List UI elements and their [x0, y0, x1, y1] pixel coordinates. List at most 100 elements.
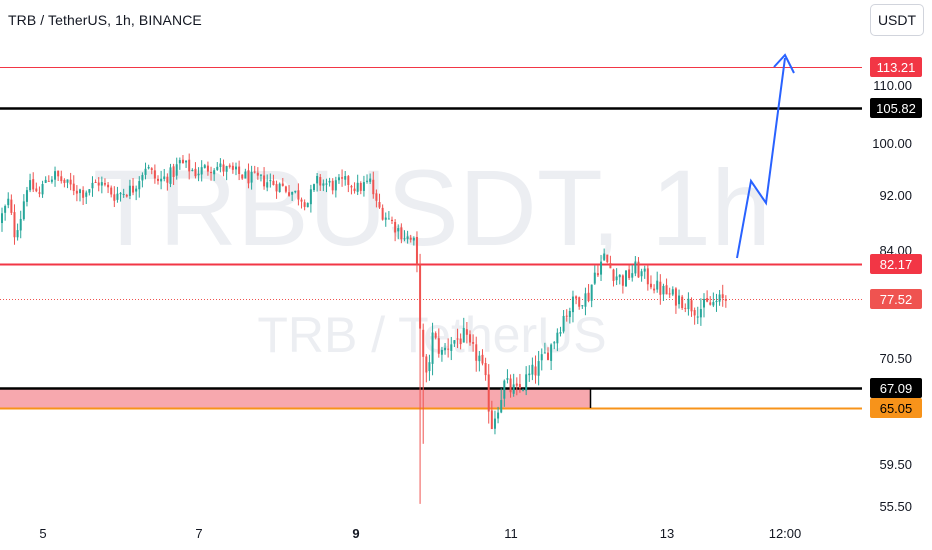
candle-body — [721, 294, 724, 299]
candle-body — [537, 361, 540, 376]
candle-body — [718, 294, 721, 302]
candle-body — [213, 170, 216, 175]
candle-body — [659, 281, 662, 295]
candle-body — [309, 189, 312, 205]
candle-body — [125, 194, 128, 197]
candle-body — [19, 218, 22, 231]
candle-body — [678, 295, 681, 305]
candle-body — [300, 199, 303, 202]
candle-body — [284, 186, 287, 192]
candle-body — [322, 183, 325, 186]
candle-body — [606, 254, 609, 263]
y-tick-label: 110.00 — [873, 78, 912, 93]
candle-body — [372, 179, 375, 195]
candle-body — [662, 285, 665, 295]
candle-body — [478, 355, 481, 362]
candle-body — [684, 307, 687, 309]
candle-body — [656, 280, 659, 290]
candle-body — [425, 356, 428, 373]
candle-body — [497, 412, 500, 419]
candle-body — [66, 179, 69, 183]
y-tick-label: 59.50 — [879, 457, 912, 472]
x-tick-label: 12:00 — [769, 526, 802, 541]
candle-body — [7, 198, 10, 206]
candle-body — [525, 374, 528, 391]
candle-body — [378, 202, 381, 208]
candle-body — [116, 193, 119, 200]
candle-body — [631, 273, 634, 278]
candle-body — [412, 237, 415, 241]
price-label: 82.17 — [880, 257, 913, 272]
candle-body — [60, 176, 63, 182]
price-label: 105.82 — [876, 101, 916, 116]
price-label: 67.09 — [880, 381, 913, 396]
candle-body — [559, 332, 562, 334]
x-tick-label: 13 — [660, 526, 674, 541]
candle-body — [94, 181, 97, 183]
candle-body — [13, 212, 16, 238]
arrow-path — [736, 57, 786, 259]
candle-body — [210, 172, 213, 174]
support-zone-rect — [0, 388, 590, 408]
candle-body — [387, 218, 390, 220]
candle-body — [166, 176, 169, 183]
candle-body — [428, 362, 431, 372]
candle-body — [306, 203, 309, 208]
candle-body — [437, 338, 440, 354]
candle-body — [178, 160, 181, 164]
candle-body — [175, 164, 178, 176]
candle-body — [409, 237, 412, 240]
candle-body — [369, 178, 372, 182]
candle-body — [553, 342, 556, 344]
candle-body — [244, 171, 247, 179]
candle-body — [712, 302, 715, 306]
candle-body — [194, 168, 197, 177]
candle-body — [288, 192, 291, 196]
candle-body — [637, 261, 640, 278]
candle-body — [157, 178, 159, 181]
candle-body — [91, 182, 94, 189]
candle-body — [581, 305, 584, 307]
candle-body — [612, 269, 615, 281]
x-tick-label: 11 — [504, 526, 518, 541]
candle-body — [328, 180, 331, 183]
candle-body — [266, 182, 269, 188]
candle-body — [587, 292, 590, 302]
candle-body — [353, 188, 356, 192]
candle-body — [188, 159, 191, 172]
watermark: TRBUSDT, 1h TRB / TetherUS — [93, 147, 771, 363]
price-labels: 113.21 105.82 82.17 77.52 67.09 65.05 — [870, 57, 922, 418]
candle-body — [275, 184, 278, 192]
candle-body — [440, 349, 443, 355]
candle-body — [609, 263, 612, 269]
candle-body — [640, 271, 643, 277]
candle-body — [272, 180, 275, 186]
candle-body — [590, 284, 593, 301]
candle-body — [571, 296, 574, 313]
candle-body — [281, 183, 284, 186]
candle-body — [646, 268, 649, 285]
candle-body — [278, 183, 281, 192]
candle-body — [100, 182, 103, 186]
candle-body — [596, 273, 599, 276]
candle-body — [506, 378, 509, 380]
candle-body — [653, 288, 656, 291]
candle-body — [671, 289, 674, 295]
time-axis[interactable]: 5 7 9 11 13 12:00 — [39, 526, 801, 541]
candle-body — [475, 344, 478, 361]
candle-body — [350, 186, 353, 188]
candle-body — [200, 167, 203, 175]
price-label: 65.05 — [880, 401, 913, 416]
currency-button[interactable]: USDT — [870, 4, 924, 36]
candle-body — [294, 190, 297, 193]
candle-body — [362, 182, 365, 191]
price-label-bg — [870, 378, 922, 398]
candle-body — [35, 188, 38, 192]
candle-body — [238, 166, 241, 175]
arrow-head — [773, 53, 795, 74]
candle-body — [88, 189, 91, 193]
candle-body — [1, 213, 3, 224]
candle-body — [490, 410, 493, 430]
candle-body — [10, 199, 13, 213]
